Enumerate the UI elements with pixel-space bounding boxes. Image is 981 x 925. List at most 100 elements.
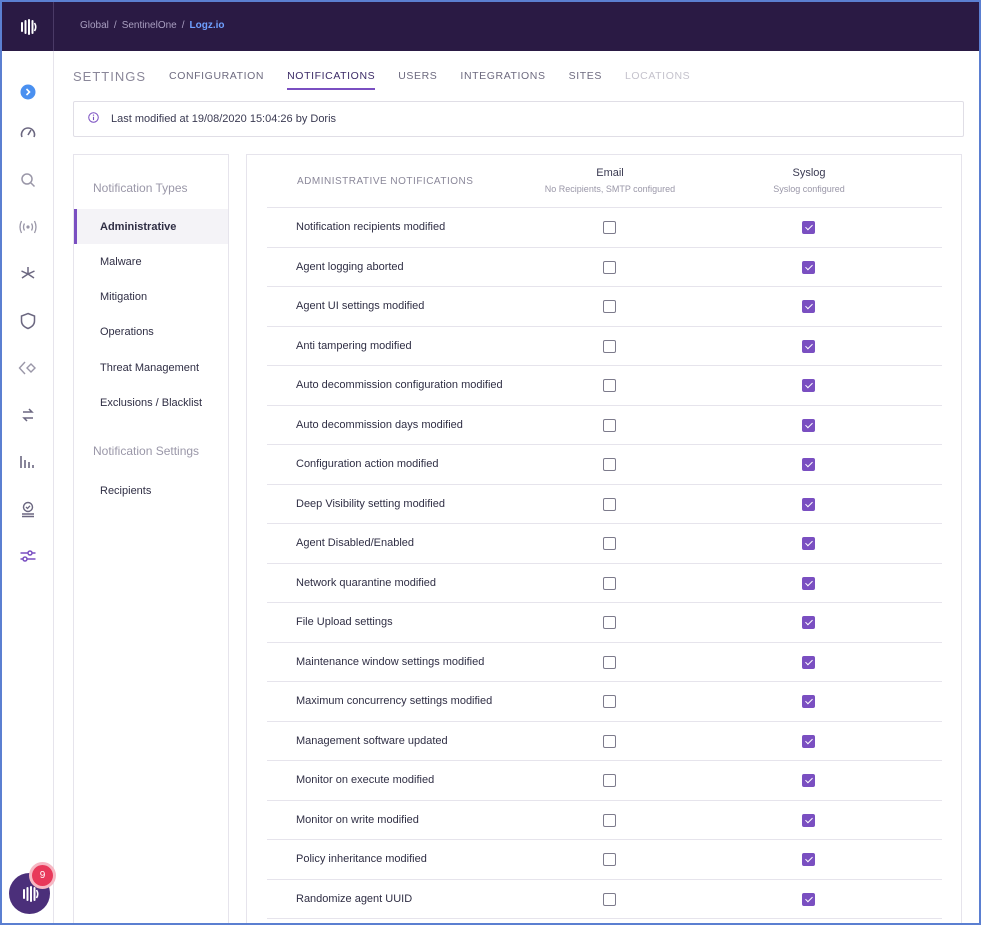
email-checkbox[interactable] bbox=[603, 458, 616, 471]
table-row: Maintenance window settings modified bbox=[267, 643, 942, 682]
syslog-checkbox[interactable] bbox=[802, 379, 815, 392]
tab-notifications[interactable]: NOTIFICATIONS bbox=[287, 70, 376, 90]
syslog-checkbox[interactable] bbox=[802, 774, 815, 787]
menu-item-threat-management[interactable]: Threat Management bbox=[100, 361, 200, 374]
syslog-checkbox[interactable] bbox=[802, 813, 815, 827]
bar-chart-icon[interactable] bbox=[16, 450, 40, 474]
table-row: Configuration action modified bbox=[267, 445, 942, 485]
syslog-checkbox[interactable] bbox=[802, 418, 815, 432]
sentinelone-logo-icon[interactable] bbox=[2, 2, 54, 51]
email-checkbox[interactable] bbox=[603, 774, 616, 787]
search-icon[interactable] bbox=[16, 168, 40, 192]
syslog-checkbox[interactable] bbox=[802, 734, 815, 748]
email-checkbox[interactable] bbox=[603, 300, 616, 313]
notification-name: Agent UI settings modified bbox=[296, 300, 425, 312]
table-row: Monitor on write modified bbox=[267, 801, 942, 840]
menu-item-administrative[interactable]: Administrative bbox=[74, 209, 228, 244]
email-column-subtitle: No Recipients, SMTP configured bbox=[544, 184, 676, 194]
breadcrumb-current[interactable]: Logz.io bbox=[189, 20, 225, 31]
syslog-checkbox[interactable] bbox=[802, 655, 815, 669]
syslog-checkbox[interactable] bbox=[802, 892, 815, 906]
table-row: Policy inheritance modified bbox=[267, 840, 942, 880]
email-checkbox[interactable] bbox=[603, 221, 616, 234]
broadcast-icon[interactable] bbox=[16, 215, 40, 239]
tab-integrations[interactable]: INTEGRATIONS bbox=[460, 70, 546, 82]
table-row: Deep Visibility setting modified bbox=[267, 485, 942, 524]
notification-name: Randomize agent UUID bbox=[296, 892, 413, 905]
email-checkbox[interactable] bbox=[603, 537, 616, 550]
email-checkbox[interactable] bbox=[603, 616, 616, 629]
email-checkbox[interactable] bbox=[603, 655, 616, 669]
notification-name: Maintenance window settings modified bbox=[296, 655, 485, 668]
menu-item-mitigation[interactable]: Mitigation bbox=[100, 290, 148, 303]
email-checkbox[interactable] bbox=[603, 853, 616, 866]
settings-tabs: SETTINGS CONFIGURATION NOTIFICATIONS USE… bbox=[73, 69, 713, 92]
syslog-checkbox[interactable] bbox=[802, 853, 815, 866]
notification-settings-header: Notification Settings bbox=[93, 444, 200, 458]
syslog-checkbox[interactable] bbox=[802, 497, 815, 511]
email-checkbox[interactable] bbox=[603, 892, 616, 906]
last-modified-text: Last modified at 19/08/2020 15:04:26 by … bbox=[111, 113, 337, 125]
syslog-checkbox[interactable] bbox=[802, 458, 815, 471]
table-row: Agent logging aborted bbox=[267, 248, 942, 287]
email-checkbox[interactable] bbox=[603, 695, 616, 708]
email-checkbox[interactable] bbox=[603, 418, 616, 432]
tab-locations[interactable]: LOCATIONS bbox=[624, 70, 691, 82]
notification-name: Auto decommission days modified bbox=[296, 418, 463, 431]
diamond-arrow-icon[interactable] bbox=[16, 356, 40, 380]
tab-users[interactable]: USERS bbox=[398, 70, 438, 82]
email-checkbox[interactable] bbox=[603, 379, 616, 392]
syslog-checkbox[interactable] bbox=[802, 576, 815, 590]
notification-types-header: Notification Types bbox=[93, 181, 188, 195]
table-row: Agent Disabled/Enabled bbox=[267, 524, 942, 564]
last-modified-banner: Last modified at 19/08/2020 15:04:26 by … bbox=[73, 101, 964, 137]
breadcrumb-sentinelone[interactable]: SentinelOne bbox=[121, 20, 177, 31]
table-row: Maximum concurrency settings modified bbox=[267, 682, 942, 722]
email-checkbox[interactable] bbox=[603, 813, 616, 827]
syslog-checkbox[interactable] bbox=[802, 260, 815, 274]
shield-icon[interactable] bbox=[16, 309, 40, 333]
expand-icon[interactable] bbox=[16, 80, 40, 104]
menu-item-malware[interactable]: Malware bbox=[100, 255, 142, 268]
table-row: Management software updated bbox=[267, 722, 942, 761]
table-row: Auto decommission days modified bbox=[267, 406, 942, 445]
sliders-icon[interactable] bbox=[16, 544, 40, 568]
table-row: Auto decommission configuration modified bbox=[267, 366, 942, 406]
dashboard-gauge-icon[interactable] bbox=[16, 121, 40, 145]
syslog-checkbox[interactable] bbox=[802, 339, 815, 353]
tab-sites[interactable]: SITES bbox=[568, 70, 602, 82]
table-row: Notification recipients modified bbox=[267, 208, 942, 248]
email-checkbox[interactable] bbox=[603, 734, 616, 748]
sparkle-icon[interactable] bbox=[16, 262, 40, 286]
notification-name: Deep Visibility setting modified bbox=[296, 497, 445, 510]
menu-item-exclusions-blacklist[interactable]: Exclusions / Blacklist bbox=[100, 396, 203, 409]
notification-name: Network quarantine modified bbox=[296, 576, 437, 589]
chat-launcher-button[interactable] bbox=[9, 873, 50, 914]
syslog-checkbox[interactable] bbox=[802, 695, 815, 708]
syslog-checkbox[interactable] bbox=[802, 300, 815, 313]
notification-menu: Notification Types Administrative Malwar… bbox=[73, 154, 229, 923]
email-checkbox[interactable] bbox=[603, 339, 616, 353]
notifications-table-panel: ADMINISTRATIVE NOTIFICATIONS Email No Re… bbox=[246, 154, 962, 923]
breadcrumb-global[interactable]: Global bbox=[80, 20, 109, 31]
syslog-checkbox[interactable] bbox=[802, 221, 815, 234]
syslog-checkbox[interactable] bbox=[802, 537, 815, 550]
settings-title: SETTINGS bbox=[73, 69, 147, 84]
sync-icon[interactable] bbox=[16, 403, 40, 427]
table-header: ADMINISTRATIVE NOTIFICATIONS Email No Re… bbox=[267, 155, 942, 208]
notification-name: Agent Disabled/Enabled bbox=[296, 537, 415, 549]
approval-icon[interactable] bbox=[16, 497, 40, 521]
email-checkbox[interactable] bbox=[603, 497, 616, 511]
syslog-checkbox[interactable] bbox=[802, 616, 815, 629]
notification-name: Notification recipients modified bbox=[296, 221, 446, 233]
menu-item-recipients[interactable]: Recipients bbox=[100, 484, 152, 497]
email-checkbox[interactable] bbox=[603, 576, 616, 590]
breadcrumb-separator: / bbox=[113, 20, 117, 31]
tab-configuration[interactable]: CONFIGURATION bbox=[169, 70, 265, 82]
breadcrumb: Global / SentinelOne / Logz.io bbox=[80, 20, 225, 31]
syslog-column-title: Syslog bbox=[792, 167, 826, 179]
email-checkbox[interactable] bbox=[603, 260, 616, 274]
notification-name: File Upload settings bbox=[296, 616, 393, 628]
side-navigation bbox=[2, 51, 54, 923]
menu-item-operations[interactable]: Operations bbox=[100, 325, 154, 338]
